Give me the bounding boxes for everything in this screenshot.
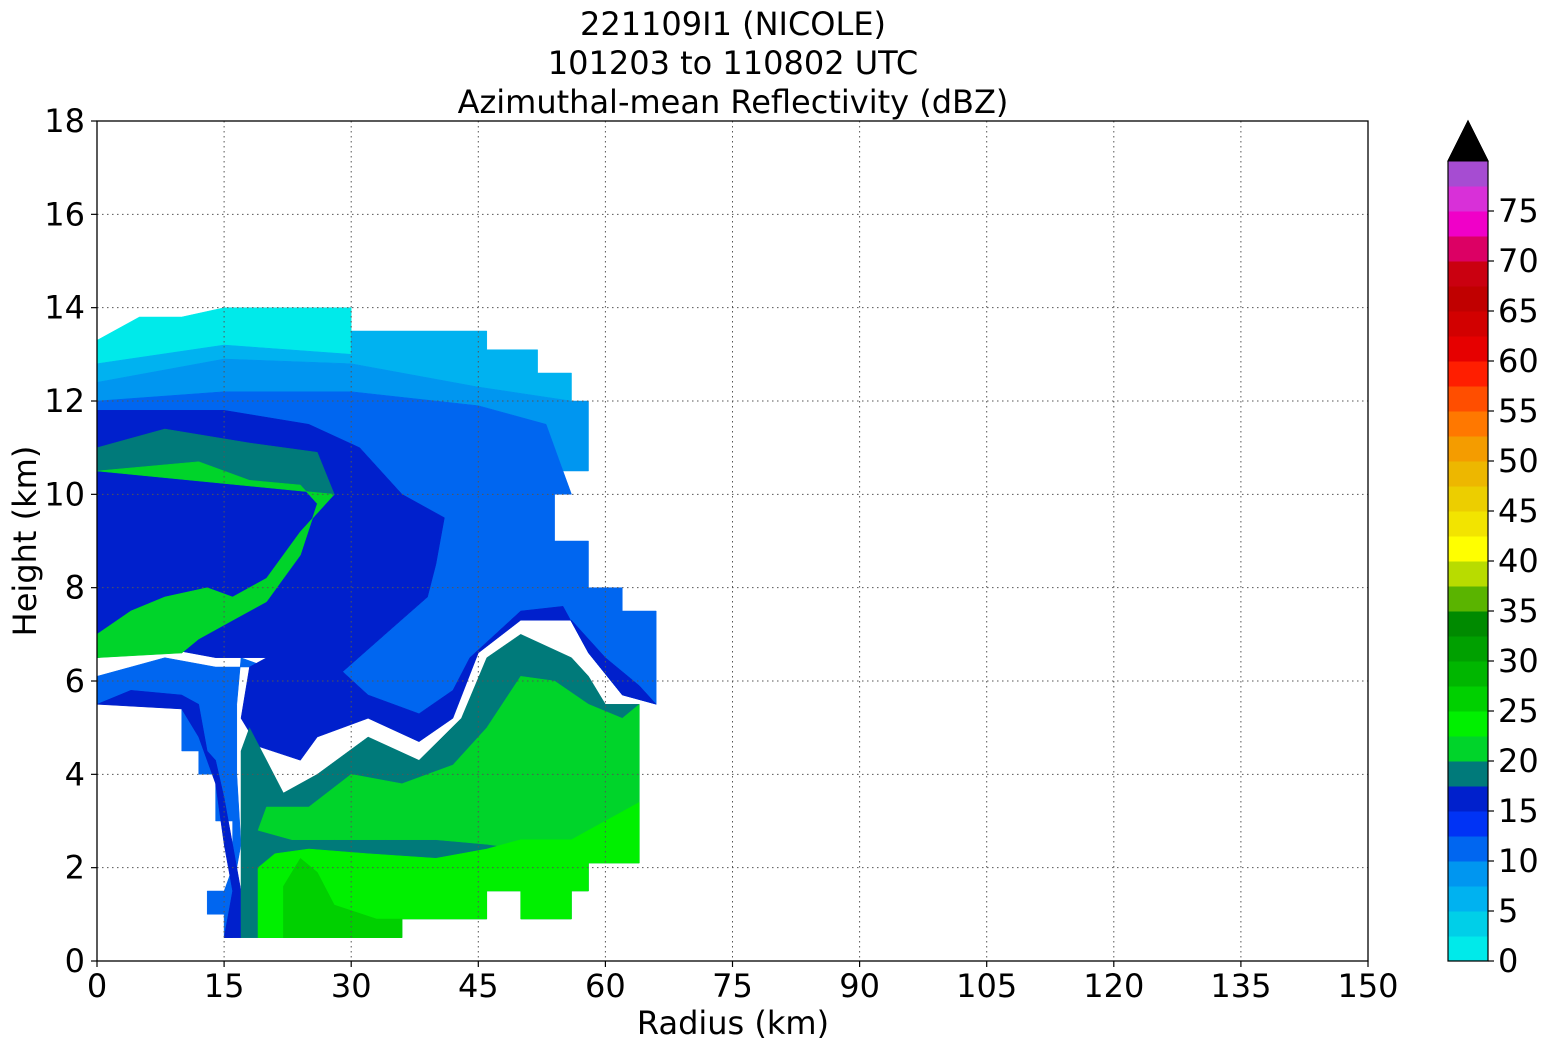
x-tick-label-105: 105 bbox=[956, 967, 1017, 1005]
colorbar-segment-26 bbox=[1448, 286, 1488, 312]
colorbar-tick-label-5: 5 bbox=[1498, 892, 1518, 930]
colorbar-tick-label-65: 65 bbox=[1498, 292, 1539, 330]
chart-title-line-2: 101203 to 110802 UTC bbox=[547, 44, 919, 82]
y-tick-label-10: 10 bbox=[44, 475, 85, 513]
colorbar-tick-label-45: 45 bbox=[1498, 492, 1539, 530]
colorbar-segment-21 bbox=[1448, 411, 1488, 437]
colorbar-segment-23 bbox=[1448, 361, 1488, 387]
colorbar-segment-30 bbox=[1448, 186, 1488, 212]
colorbar-tick-label-10: 10 bbox=[1498, 842, 1539, 880]
y-tick-label-4: 4 bbox=[65, 755, 85, 793]
colorbar-segment-11 bbox=[1448, 661, 1488, 687]
colorbar-segment-5 bbox=[1448, 811, 1488, 837]
x-tick-label-30: 30 bbox=[331, 967, 372, 1005]
colorbar-segment-3 bbox=[1448, 861, 1488, 887]
y-tick-label-8: 8 bbox=[65, 569, 85, 607]
x-tick-label-90: 90 bbox=[839, 967, 880, 1005]
colorbar-extend-arrow bbox=[1447, 119, 1489, 162]
colorbar-tick-label-55: 55 bbox=[1498, 392, 1539, 430]
colorbar-segment-14 bbox=[1448, 586, 1488, 612]
colorbar-segment-12 bbox=[1448, 636, 1488, 662]
y-tick-label-14: 14 bbox=[44, 289, 85, 327]
colorbar-segment-2 bbox=[1448, 886, 1488, 912]
chart-title-line-1: 221109I1 (NICOLE) bbox=[579, 5, 887, 43]
chart-title-line-3: Azimuthal-mean Reflectivity (dBZ) bbox=[457, 83, 1009, 121]
colorbar-segment-17 bbox=[1448, 511, 1488, 537]
x-tick-label-0: 0 bbox=[87, 967, 107, 1005]
x-tick-label-150: 150 bbox=[1337, 967, 1398, 1005]
colorbar-segment-20 bbox=[1448, 436, 1488, 462]
colorbar-segment-16 bbox=[1448, 536, 1488, 562]
colorbar-segment-31 bbox=[1448, 161, 1488, 187]
contour-region-11 bbox=[257, 801, 640, 938]
colorbar-segment-18 bbox=[1448, 486, 1488, 512]
colorbar-segment-6 bbox=[1448, 786, 1488, 812]
colorbar-tick-label-20: 20 bbox=[1498, 742, 1539, 780]
colorbar-tick-label-70: 70 bbox=[1498, 242, 1539, 280]
y-tick-label-0: 0 bbox=[65, 942, 85, 980]
x-tick-label-75: 75 bbox=[712, 967, 753, 1005]
x-tick-label-135: 135 bbox=[1210, 967, 1271, 1005]
colorbar-tick-label-40: 40 bbox=[1498, 542, 1539, 580]
colorbar-segment-27 bbox=[1448, 261, 1488, 287]
colorbar-segment-0 bbox=[1448, 936, 1488, 962]
colorbar-tick-label-35: 35 bbox=[1498, 592, 1539, 630]
colorbar-tick-label-25: 25 bbox=[1498, 692, 1539, 730]
y-tick-label-18: 18 bbox=[44, 102, 85, 140]
y-axis-label: Height (km) bbox=[6, 445, 44, 637]
colorbar-segment-10 bbox=[1448, 686, 1488, 712]
x-tick-label-45: 45 bbox=[458, 967, 499, 1005]
colorbar-segment-7 bbox=[1448, 761, 1488, 787]
colorbar-frame bbox=[1447, 119, 1489, 962]
colorbar-segment-15 bbox=[1448, 561, 1488, 587]
colorbar-segment-4 bbox=[1448, 836, 1488, 862]
colorbar-tick-label-60: 60 bbox=[1498, 342, 1539, 380]
colorbar-tick-label-75: 75 bbox=[1498, 192, 1539, 230]
colorbar-tick-label-15: 15 bbox=[1498, 792, 1539, 830]
colorbar-segment-19 bbox=[1448, 461, 1488, 487]
colorbar-segment-25 bbox=[1448, 311, 1488, 337]
colorbar-tick-label-0: 0 bbox=[1498, 942, 1518, 980]
y-tick-label-16: 16 bbox=[44, 195, 85, 233]
x-tick-label-120: 120 bbox=[1083, 967, 1144, 1005]
colorbar-segment-8 bbox=[1448, 736, 1488, 762]
colorbar-segment-22 bbox=[1448, 386, 1488, 412]
y-tick-label-12: 12 bbox=[44, 382, 85, 420]
colorbar-tick-label-50: 50 bbox=[1498, 442, 1539, 480]
colorbar-segment-9 bbox=[1448, 711, 1488, 737]
contour-region-9 bbox=[96, 461, 335, 658]
x-axis-label: Radius (km) bbox=[636, 1004, 830, 1042]
colorbar-segment-29 bbox=[1448, 211, 1488, 237]
y-tick-label-6: 6 bbox=[65, 662, 85, 700]
x-tick-label-60: 60 bbox=[585, 967, 626, 1005]
colorbar-tick-label-30: 30 bbox=[1498, 642, 1539, 680]
colorbar-segment-24 bbox=[1448, 336, 1488, 362]
colorbar-segment-13 bbox=[1448, 611, 1488, 637]
colorbar-segment-28 bbox=[1448, 236, 1488, 262]
x-tick-label-15: 15 bbox=[204, 967, 245, 1005]
y-tick-label-2: 2 bbox=[65, 849, 85, 887]
colorbar-segment-1 bbox=[1448, 911, 1488, 937]
contour-region-12 bbox=[283, 857, 403, 938]
